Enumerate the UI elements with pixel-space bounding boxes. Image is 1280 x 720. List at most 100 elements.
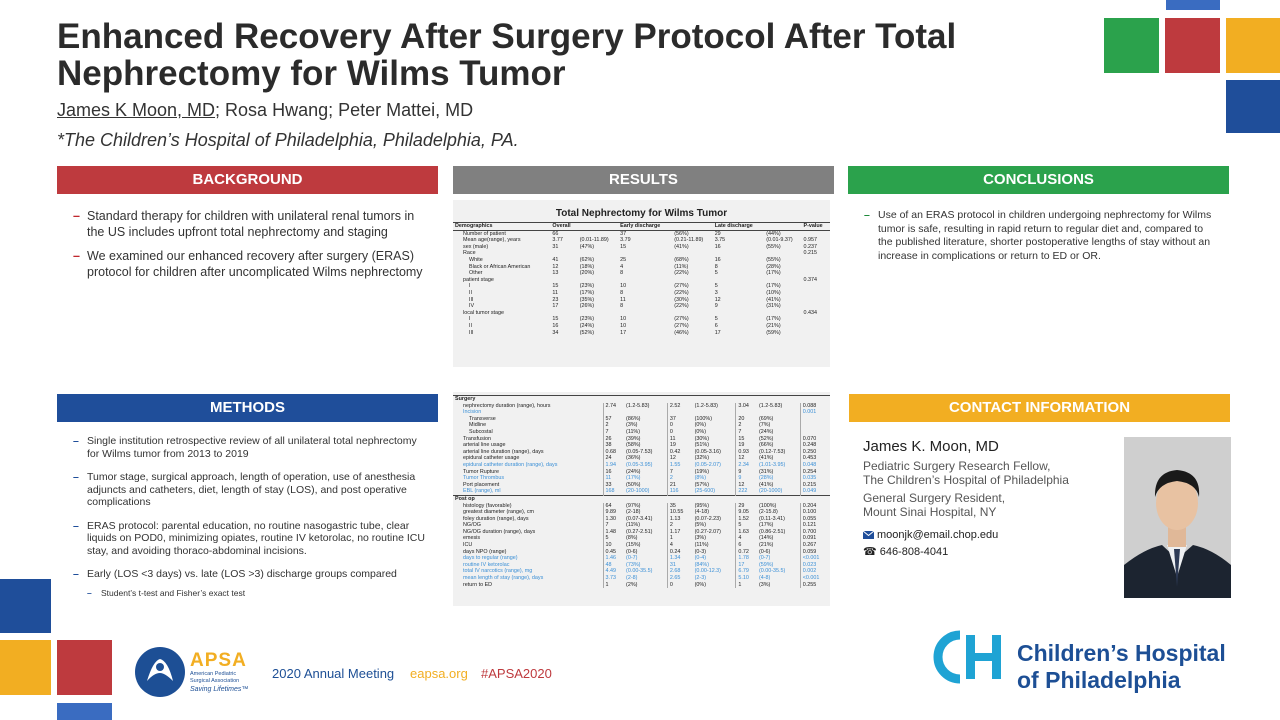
table-cell: (0.00-35.5) xyxy=(758,568,786,575)
table-cell: 0.374 xyxy=(803,276,818,283)
methods-sub-item: Student’s t-test and Fisher’s exact test xyxy=(57,587,427,600)
table-cell: (5%) xyxy=(694,522,706,529)
table-cell xyxy=(802,257,831,264)
table-cell: (26%) xyxy=(579,303,595,310)
table-cell: (55%) xyxy=(766,243,781,250)
table-cell: (4-8) xyxy=(758,575,771,582)
table-cell: (0.01-9.37) xyxy=(766,237,793,244)
table-row: ICU 10 (15%) 4 (11%) 6 (21%) 0.267 xyxy=(453,542,830,549)
table-cell: 1 xyxy=(735,581,757,589)
table-cell: (8%) xyxy=(694,475,706,482)
table-row: Incision 0.001 xyxy=(453,409,830,416)
table-cell: (17%) xyxy=(766,283,781,290)
table-cell: 0.059 xyxy=(799,548,830,556)
table-cell: (35%) xyxy=(579,296,595,303)
table-cell: 1.17 xyxy=(666,528,693,536)
table-cell: 2 xyxy=(666,522,693,529)
chop-name: Children’s Hospital xyxy=(1017,640,1226,666)
table-cell: Black or African American xyxy=(469,263,531,270)
table-cell: (22%) xyxy=(674,303,689,310)
table-cell: 2 xyxy=(735,422,757,429)
table-cell: mean length of stay (range), days xyxy=(463,575,544,582)
table-cell: 0.100 xyxy=(799,509,830,516)
table-cell xyxy=(802,283,831,290)
table-cell: (41%) xyxy=(766,296,781,303)
table-cell: total IV narcotics (range), mg xyxy=(463,568,533,575)
table-cell: 15 xyxy=(735,435,757,443)
table-cell: arterial line duration (range), days xyxy=(463,448,544,455)
table-cell: return to ED xyxy=(463,581,493,588)
table-cell: White xyxy=(469,256,483,263)
chop-logo-mark xyxy=(930,627,1006,687)
table-cell xyxy=(550,250,577,257)
poster-title: Enhanced Recovery After Surgery Protocol… xyxy=(57,17,957,93)
table-cell xyxy=(578,250,618,257)
results-header: RESULTS xyxy=(453,166,834,194)
table-cell: (0%) xyxy=(694,422,706,429)
table-cell xyxy=(802,323,831,330)
results-table-1: Total Nephrectomy for Wilms Tumor Demogr… xyxy=(453,200,830,367)
table-cell: 3.79 xyxy=(620,237,631,244)
table-cell: 12 xyxy=(735,481,757,489)
table-cell: 19 xyxy=(666,442,693,449)
table-cell: (97%) xyxy=(626,502,641,509)
table-cell: 29 xyxy=(714,230,721,237)
table-cell: (39%) xyxy=(626,435,641,442)
table-cell: (23%) xyxy=(579,316,595,323)
table-cell: (17%) xyxy=(626,475,641,482)
table-cell: 1.13 xyxy=(666,515,693,523)
other-authors: ; Rosa Hwang; Peter Mattei, MD xyxy=(215,100,474,120)
table-cell: 3.77 xyxy=(552,237,563,244)
table-cell: (3%) xyxy=(694,535,706,542)
table-cell: (3%) xyxy=(758,581,771,588)
table-cell: 10 xyxy=(620,316,627,323)
table-cell: (2-3) xyxy=(694,575,706,582)
table-cell: Transverse xyxy=(469,415,496,422)
table-row: II 11 (17%) 8 (22%) 3 (10%) xyxy=(453,290,830,297)
table-cell: epidural catheter usage xyxy=(463,455,520,462)
table-section-label: Post op xyxy=(453,494,830,503)
table-cell: (0.27-2.07) xyxy=(694,528,721,535)
table-cell: NG/OG duration (range), days xyxy=(463,528,536,535)
table-cell: 23 xyxy=(552,296,559,303)
table-cell: Mean age(range), years xyxy=(463,237,521,244)
contact-email[interactable]: moonjk@email.chop.edu xyxy=(863,529,998,541)
conclusions-list: Use of an ERAS protocol in children unde… xyxy=(848,209,1218,274)
table-cell: 0.237 xyxy=(803,243,818,250)
table-cell: 10 xyxy=(620,283,627,290)
table-cell: 0.42 xyxy=(666,448,693,456)
table-cell xyxy=(602,409,625,416)
table-cell: 9.05 xyxy=(735,509,757,516)
table-row: II 16 (24%) 10 (27%) 6 (21%) xyxy=(453,323,830,330)
table-cell: 31 xyxy=(666,561,693,569)
website-link[interactable]: eapsa.org xyxy=(410,666,468,681)
table-cell: (14%) xyxy=(758,535,774,542)
table-row: Tumor Thrombus 11 (17%) 2 (8%) 9 (28%) 0.035 xyxy=(453,475,830,482)
table-cell: 0.248 xyxy=(799,442,830,449)
email-text[interactable]: moonjk@email.chop.edu xyxy=(877,529,999,541)
table-cell: (3%) xyxy=(626,422,638,429)
table-cell: (62%) xyxy=(579,256,595,263)
results-table-2: Surgery nephrectomy duration (range), hou… xyxy=(453,392,830,606)
table-cell: Port placement xyxy=(463,481,500,488)
chop-name: of Philadelphia xyxy=(1017,667,1181,693)
contact-phone: ☎ 646-808-4041 xyxy=(863,545,948,558)
table-cell: nephrectomy duration (range), hours xyxy=(463,402,551,409)
table-cell: 12 xyxy=(552,263,559,270)
table-cell: 222 xyxy=(735,488,757,496)
contact-org: The Children’s Hospital of Philadelphia xyxy=(863,473,1069,487)
table-cell: 5.10 xyxy=(735,575,757,582)
table-cell: 16 xyxy=(714,256,721,263)
table-cell: I xyxy=(469,283,471,290)
apsa-logo-text: APSA xyxy=(190,650,247,671)
table-cell xyxy=(578,230,618,237)
table-cell: (84%) xyxy=(694,561,709,568)
table-cell xyxy=(799,428,830,436)
table-cell xyxy=(624,409,667,416)
table-cell: 0.250 xyxy=(799,448,830,456)
table-cell: Transfusion xyxy=(463,435,491,442)
table-cell: 1.46 xyxy=(602,555,625,562)
table-cell: 1.48 xyxy=(602,528,625,536)
table-row: NG/OG duration (range), days 1.48 (0.27-2.… xyxy=(453,528,830,536)
table-cell: (57%) xyxy=(694,481,709,488)
